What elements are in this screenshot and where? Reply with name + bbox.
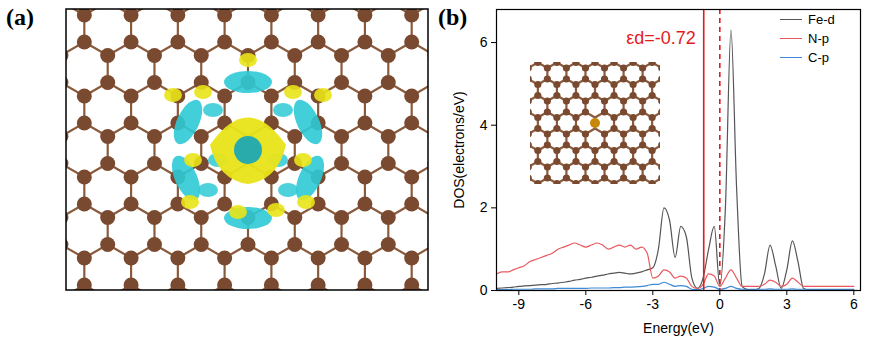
- svg-text:DOS(electrons/eV): DOS(electrons/eV): [451, 91, 467, 208]
- svg-text:6: 6: [850, 296, 858, 312]
- html-text:C-p: C-p: [808, 50, 829, 65]
- svg-text:-6: -6: [580, 296, 593, 312]
- svg-text:6: 6: [480, 34, 488, 50]
- svg-text:3: 3: [783, 296, 791, 312]
- svg-text:εd=-0.72: εd=-0.72: [626, 28, 696, 48]
- html-text:N-p: N-p: [808, 31, 829, 46]
- svg-text:0: 0: [480, 282, 488, 298]
- svg-text:2: 2: [480, 199, 488, 215]
- svg-text:0: 0: [716, 296, 724, 312]
- html-text:(a): (a): [6, 4, 34, 30]
- svg-text:Energy(eV): Energy(eV): [643, 320, 714, 336]
- svg-text:-3: -3: [647, 296, 660, 312]
- html-text:(b): (b): [438, 4, 468, 30]
- svg-text:4: 4: [480, 117, 488, 133]
- svg-text:-9: -9: [513, 296, 526, 312]
- html-text:Fe-d: Fe-d: [808, 12, 835, 27]
